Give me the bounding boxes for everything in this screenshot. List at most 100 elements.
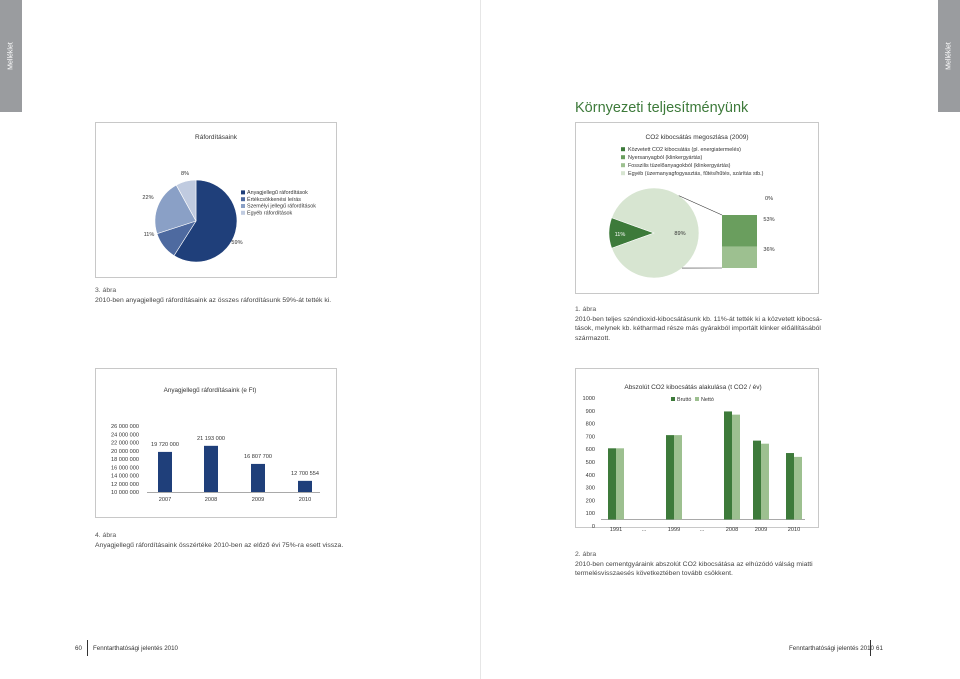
- fig3-legend-label: Egyéb ráfordítások: [247, 210, 293, 216]
- fig4-data-label: 16 807 700: [244, 454, 272, 460]
- fig2-bar: [753, 440, 761, 520]
- fig2-y-tick-label: 700: [586, 434, 595, 440]
- page-gutter: [480, 0, 481, 679]
- fig4-bar: [251, 463, 265, 492]
- fig3-pie-chart: Ráfordításaink 59% 11% 22% 8% Anyagjellegű rá…: [142, 134, 316, 263]
- fig1-legend-label: Fosszilis tüzelőanyagokból (klinkergyárt…: [628, 163, 731, 169]
- fig1-legend-swatch: [621, 163, 625, 168]
- fig2-x-tick-label: 1999: [668, 527, 680, 533]
- right-footer-divider: [870, 640, 871, 656]
- fig3-caption-number: 3. ábra: [95, 287, 117, 294]
- fig1-breakdown-segment: [722, 215, 757, 247]
- right-page-number: 61: [876, 645, 883, 652]
- fig3-legend-label: Értékcsökkenési leírás: [247, 196, 301, 203]
- fig3-legend-swatch: [241, 197, 245, 202]
- fig3-slice-label: 59%: [231, 240, 242, 246]
- fig1-legend-swatch: [621, 147, 625, 152]
- fig1-breakdown-segment: [722, 246, 757, 268]
- fig2-bar: [724, 411, 732, 520]
- fig1-breakdown-label: 36%: [763, 247, 774, 253]
- fig1-caption-line1: 2010-ben teljes széndioxid-kibocsátásunk…: [575, 315, 822, 323]
- fig2-x-tick-label: ...: [700, 527, 705, 533]
- fig3-slice-label: 8%: [181, 171, 189, 177]
- fig2-y-tick-label: 400: [586, 473, 595, 479]
- fig3-title: Ráfordításaink: [195, 134, 238, 141]
- left-footer-title: Fenntarthatósági jelentés 2010: [93, 645, 178, 652]
- fig2-y-tick-label: 0: [592, 524, 595, 530]
- fig4-y-tick-label: 14 000 000: [111, 474, 139, 480]
- right-tab-label: Melléklet: [945, 42, 953, 70]
- fig4-bar-chart: Anyagjellegű ráfordításaink (e Ft) 26 000…: [111, 387, 320, 503]
- fig2-bar: [608, 448, 616, 520]
- fig3-legend-label: Személyi jellegű ráfordítások: [247, 204, 316, 210]
- fig2-bar: [786, 453, 794, 520]
- fig1-breakdown-label: 0%: [765, 196, 773, 202]
- fig1-slice-label: 89%: [674, 231, 685, 237]
- fig4-x-tick-label: 2008: [205, 497, 217, 503]
- fig2-bar: [732, 414, 740, 520]
- fig2-title: Abszolút CO2 kibocsátás alakulása (t CO2…: [624, 384, 761, 391]
- fig2-y-tick-label: 900: [586, 409, 595, 415]
- fig4-y-tick-label: 20 000 000: [111, 449, 139, 455]
- fig2-x-tick-label: 2009: [755, 527, 767, 533]
- fig2-x-tick-label: 1991: [610, 527, 622, 533]
- fig4-x-tick-label: 2009: [252, 497, 264, 503]
- fig4-x-tick-label: 2010: [299, 497, 311, 503]
- right-side-tab: Melléklet: [938, 0, 960, 112]
- fig2-bar: [761, 443, 769, 520]
- fig4-title: Anyagjellegű ráfordításaink (e Ft): [164, 387, 257, 394]
- fig2-y-tick-label: 100: [586, 511, 595, 517]
- fig4-data-label: 21 193 000: [197, 436, 225, 442]
- fig1-pie-chart: CO2 kibocsátás megoszlása (2009) Közvetet…: [608, 134, 775, 279]
- fig4-y-tick-label: 26 000 000: [111, 424, 139, 430]
- fig1-legend-swatch: [621, 171, 625, 176]
- fig4-bar: [204, 445, 218, 492]
- fig2-bar-chart: Abszolút CO2 kibocsátás alakulása (t CO2…: [583, 384, 805, 533]
- page-heading: Környezeti teljesítményünk: [575, 100, 749, 116]
- fig2-legend-swatch: [695, 397, 699, 401]
- fig3-legend-swatch: [241, 204, 245, 208]
- footer: 60 Fenntarthatósági jelentés 2010 Fennta…: [75, 638, 885, 658]
- fig2-y-tick-label: 800: [586, 422, 595, 428]
- fig1-title: CO2 kibocsátás megoszlása (2009): [646, 134, 749, 141]
- fig1-slice-label: 11%: [615, 232, 626, 238]
- fig4-y-tick-label: 22 000 000: [111, 441, 139, 447]
- fig2-caption-line2: termelésvisszaesés következtében tovább …: [575, 570, 733, 577]
- fig2-x-tick-label: 2010: [788, 527, 800, 533]
- fig3-legend-label: Anyagjellegű ráfordítások: [247, 190, 308, 196]
- fig1-legend-label: Egyéb (üzemanyagfogyasztás, fűtés/hűtés,…: [628, 171, 764, 177]
- fig1-legend-swatch: [621, 155, 625, 160]
- left-side-tab: Melléklet: [0, 0, 22, 112]
- fig2-y-tick-label: 600: [586, 447, 595, 453]
- left-page-number: 60: [75, 645, 82, 652]
- fig3-slice: [154, 184, 197, 235]
- fig2-caption: 2. ábra 2010-ben cementgyáraink abszolút…: [575, 550, 835, 579]
- fig3-slice-label: 11%: [144, 232, 155, 238]
- left-tab-label: Melléklet: [7, 42, 15, 70]
- fig1-caption: 1. ábra 2010-ben teljes széndioxid-kiboc…: [575, 305, 835, 343]
- fig4-bar: [298, 480, 312, 492]
- fig4-bar: [158, 451, 172, 492]
- fig3-chart-box: Ráfordításaink 59% 11% 22% 8% Anyagjellegű rá…: [95, 122, 337, 278]
- fig4-caption: 4. ábra Anyagjellegű ráfordításaink össz…: [95, 531, 395, 550]
- fig2-caption-line1: 2010-ben cementgyáraink abszolút CO2 kib…: [575, 560, 813, 568]
- fig2-x-tick-label: 2008: [726, 527, 738, 533]
- fig3-legend-swatch: [241, 190, 245, 195]
- fig2-bar: [666, 435, 674, 520]
- fig2-y-tick-label: 1000: [583, 396, 595, 402]
- fig4-caption-number: 4. ábra: [95, 532, 117, 539]
- left-footer-divider: [87, 640, 88, 656]
- fig3-caption: 3. ábra 2010-ben anyagjellegű ráfordítás…: [95, 286, 395, 305]
- right-footer-title: Fenntarthatósági jelentés 2010: [789, 645, 874, 652]
- fig2-bar: [674, 435, 682, 520]
- fig1-breakdown-label: 53%: [763, 217, 774, 223]
- fig3-caption-text: 2010-ben anyagjellegű ráfordításaink az …: [95, 296, 332, 304]
- fig2-bar: [794, 456, 802, 520]
- fig4-y-tick-label: 10 000 000: [111, 490, 139, 496]
- fig2-legend-label: Bruttó: [677, 397, 691, 403]
- fig4-caption-text: Anyagjellegű ráfordításaink összértéke 2…: [95, 541, 344, 549]
- fig3-legend-swatch: [241, 210, 245, 215]
- fig3-slice-label: 22%: [142, 195, 153, 201]
- fig1-caption-number: 1. ábra: [575, 306, 597, 313]
- fig4-y-tick-label: 18 000 000: [111, 457, 139, 463]
